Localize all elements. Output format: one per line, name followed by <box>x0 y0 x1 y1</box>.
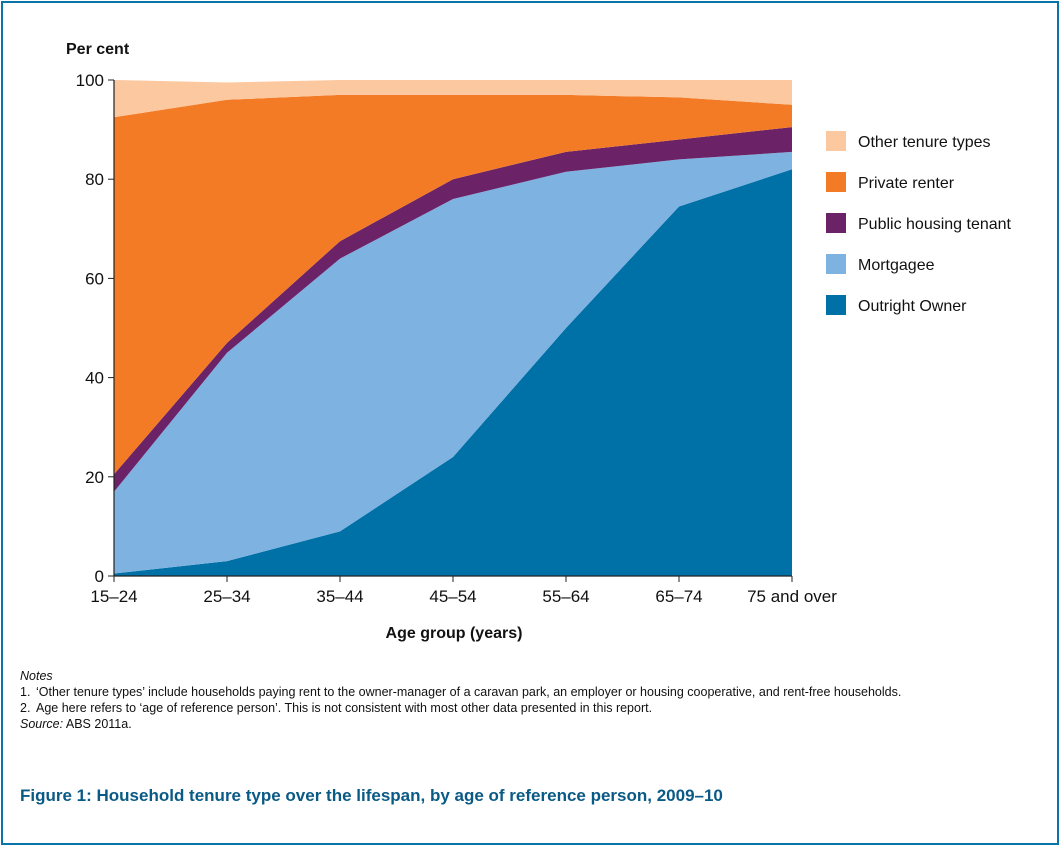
area-mortgagee <box>114 151 792 574</box>
note-number: 2. <box>20 701 31 715</box>
x-tick-label: 45–54 <box>429 587 476 606</box>
x-tick-label: 15–24 <box>90 587 137 606</box>
chart-areas <box>114 80 792 577</box>
legend-label: Mortgagee <box>858 257 935 274</box>
y-axis-title: Per cent <box>66 41 130 58</box>
y-tick-label: 80 <box>85 170 104 189</box>
note-text: Age here refers to ‘age of reference per… <box>36 701 653 715</box>
legend-swatch <box>826 295 846 315</box>
source-label: Source: <box>20 717 64 731</box>
chart-axes <box>108 79 793 582</box>
legend-item-outright-owner: Outright Owner <box>826 295 967 315</box>
legend: Other tenure types Private renter Public h… <box>826 131 1012 315</box>
legend-label: Outright Owner <box>858 298 967 315</box>
note-item-2: 2. Age here refers to ‘age of reference … <box>20 700 1040 716</box>
y-tick-label: 100 <box>76 71 104 90</box>
y-tick-labels: 0 20 40 60 80 100 <box>76 71 104 586</box>
legend-swatch <box>826 254 846 274</box>
x-tick-label: 65–74 <box>655 587 702 606</box>
figure-title: Figure 1: Household tenure type over the… <box>20 786 723 805</box>
source-line: Source: ABS 2011a. <box>20 716 1040 732</box>
legend-item-mortgagee: Mortgagee <box>826 254 935 274</box>
x-axis-title: Age group (years) <box>386 625 523 642</box>
x-tick-label: 55–64 <box>542 587 589 606</box>
x-tick-labels: 15–24 25–34 35–44 45–54 55–64 65–74 75 and ove… <box>90 587 837 606</box>
legend-item-other-tenure-types: Other tenure types <box>826 131 991 151</box>
notes-heading: Notes <box>20 669 53 683</box>
area-outright-owner <box>114 169 792 577</box>
area-private-renter <box>114 94 792 475</box>
legend-label: Public housing tenant <box>858 216 1012 233</box>
legend-item-private-renter: Private renter <box>826 172 955 192</box>
note-number: 1. <box>20 685 31 699</box>
x-tick-label: 35–44 <box>316 587 363 606</box>
legend-swatch <box>826 213 846 233</box>
legend-label: Other tenure types <box>858 134 991 151</box>
area-other-tenure-types <box>114 80 792 118</box>
source-text: ABS 2011a. <box>63 717 132 731</box>
notes-block: Notes 1. ‘Other tenure types’ include ho… <box>20 668 1040 732</box>
y-tick-label: 20 <box>85 468 104 487</box>
legend-swatch <box>826 172 846 192</box>
y-tick-label: 0 <box>95 567 104 586</box>
note-item-1: 1. ‘Other tenure types’ include househol… <box>20 684 1040 700</box>
legend-label: Private renter <box>858 175 955 192</box>
legend-item-public-housing-tenant: Public housing tenant <box>826 213 1012 233</box>
y-tick-label: 40 <box>85 369 104 388</box>
stacked-area-chart: Per cent Age group (years) 020406080100 … <box>66 41 1012 642</box>
x-tick-label: 25–34 <box>203 587 250 606</box>
x-tick-label: 75 and over <box>747 587 837 606</box>
note-text: ‘Other tenure types’ include households … <box>36 685 902 699</box>
legend-swatch <box>826 131 846 151</box>
y-tick-label: 60 <box>85 269 104 288</box>
